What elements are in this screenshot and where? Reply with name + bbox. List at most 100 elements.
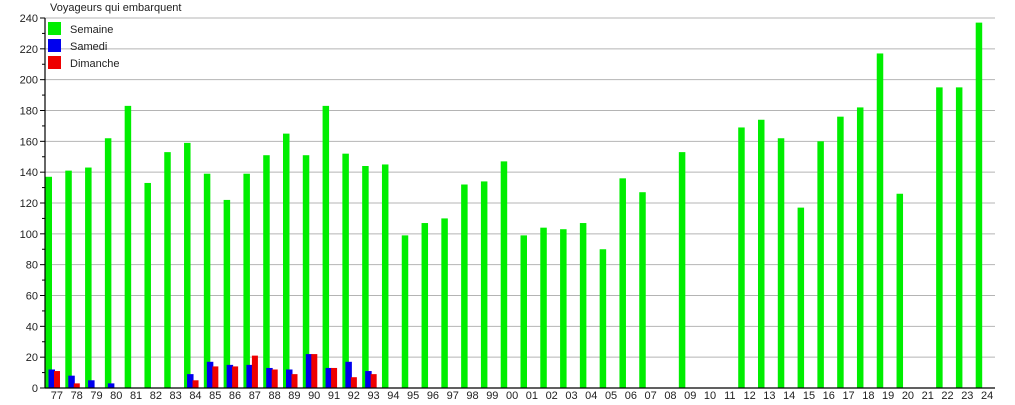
x-tick-label: 01: [526, 390, 538, 400]
bar-semaine-90: [302, 155, 310, 388]
bar-semaine-07: [639, 192, 646, 388]
bar-dimanche-89: [291, 374, 298, 388]
bar-semaine-16: [817, 141, 824, 388]
bar-semaine-17: [837, 116, 844, 389]
bar-dimanche-90: [311, 354, 318, 388]
bar-samedi-89: [286, 369, 293, 388]
legend: Semaine Samedi Dimanche: [48, 22, 120, 70]
bar-dimanche-93: [370, 374, 377, 388]
x-tick-label: 93: [367, 390, 379, 400]
y-tick-label: 20: [26, 352, 38, 364]
y-tick-label: 100: [20, 229, 38, 241]
x-tick-label: 20: [902, 390, 914, 400]
x-tick-label: 02: [546, 390, 558, 400]
bar-samedi-84: [187, 374, 194, 388]
bar-samedi-86: [226, 364, 234, 388]
x-tick-label: 91: [328, 390, 340, 400]
x-tick-label: 24: [981, 390, 993, 400]
bar-semaine-05: [599, 249, 607, 388]
x-tick-label: 80: [110, 390, 122, 400]
x-tick-label: 88: [268, 390, 280, 400]
bar-semaine-20: [896, 193, 904, 388]
bar-dimanche-78: [73, 383, 80, 388]
bar-semaine-87: [243, 173, 250, 388]
x-tick-label: 83: [170, 390, 182, 400]
bar-semaine-91: [322, 105, 330, 388]
bar-semaine-01: [520, 235, 527, 388]
bar-samedi-90: [305, 354, 313, 388]
y-tick-label: 180: [20, 106, 38, 118]
y-tick-label: 60: [26, 291, 38, 303]
bar-semaine-15: [797, 207, 805, 388]
bar-semaine-24: [975, 22, 983, 388]
bar-semaine-80: [104, 138, 112, 388]
bar-semaine-93: [362, 166, 369, 388]
bar-semaine-04: [579, 223, 587, 388]
y-tick-label: 120: [20, 198, 38, 210]
x-tick-label: 16: [823, 390, 835, 400]
x-tick-label: 86: [229, 390, 241, 400]
bar-dimanche-92: [350, 377, 357, 388]
bar-semaine-92: [342, 153, 349, 388]
bar-dimanche-77: [54, 371, 60, 388]
bar-samedi-93: [365, 371, 372, 388]
bar-samedi-78: [68, 375, 75, 388]
bar-semaine-82: [144, 182, 151, 388]
y-tick-label: 160: [20, 136, 38, 148]
x-tick-label: 97: [447, 390, 459, 400]
legend-label-dimanche: Dimanche: [70, 58, 120, 70]
bar-semaine-95: [401, 235, 409, 388]
x-tick-label: 10: [704, 390, 716, 400]
x-tick-label: 81: [130, 390, 142, 400]
bars: [45, 22, 983, 389]
x-tick-label: 07: [645, 390, 657, 400]
x-tick-label: 77: [51, 390, 63, 400]
bar-semaine-12: [738, 127, 745, 388]
bar-semaine-19: [876, 53, 884, 388]
bar-semaine-96: [421, 223, 429, 388]
x-tick-label: 79: [90, 390, 102, 400]
legend-swatch-samedi: [48, 39, 61, 52]
bar-semaine-14: [777, 138, 785, 388]
bar-semaine-13: [758, 119, 765, 388]
x-tick-label: 90: [308, 390, 320, 400]
x-tick-label: 15: [803, 390, 815, 400]
bar-semaine-89: [283, 133, 290, 388]
x-tick-label: 95: [407, 390, 419, 400]
bar-dimanche-86: [232, 366, 239, 388]
bar-samedi-79: [88, 380, 95, 388]
y-tick-label: 200: [20, 75, 38, 87]
bar-semaine-18: [856, 107, 864, 389]
x-tick-label: 84: [189, 390, 201, 400]
bar-semaine-03: [560, 229, 567, 388]
x-tick-label: 96: [427, 390, 439, 400]
legend-swatch-dimanche: [48, 56, 61, 69]
x-tick-label: 12: [743, 390, 755, 400]
bar-samedi-87: [246, 364, 253, 388]
x-tick-label: 06: [625, 390, 637, 400]
bar-dimanche-88: [271, 369, 278, 388]
x-tick-label: 82: [150, 390, 162, 400]
x-tick-label: 98: [466, 390, 478, 400]
x-tick-label: 00: [506, 390, 518, 400]
bar-samedi-85: [206, 361, 214, 388]
x-tick-label: 08: [664, 390, 676, 400]
x-tick-label: 23: [961, 390, 973, 400]
gridlines: [45, 17, 995, 358]
bar-semaine-88: [263, 155, 270, 388]
bar-dimanche-84: [192, 380, 199, 388]
x-tick-label: 89: [288, 390, 300, 400]
bar-samedi-91: [325, 367, 333, 388]
bar-semaine-22: [936, 87, 943, 388]
bar-semaine-81: [124, 105, 132, 388]
bar-semaine-99: [480, 181, 488, 388]
x-tick-label: 87: [249, 390, 261, 400]
x-tick-label: 11: [724, 390, 735, 400]
x-tick-label: 03: [565, 390, 577, 400]
x-tick-label: 04: [585, 390, 597, 400]
bar-semaine-94: [381, 164, 389, 388]
x-tick-label: 92: [348, 390, 360, 400]
bar-semaine-06: [619, 178, 626, 388]
bar-semaine-00: [500, 161, 508, 388]
